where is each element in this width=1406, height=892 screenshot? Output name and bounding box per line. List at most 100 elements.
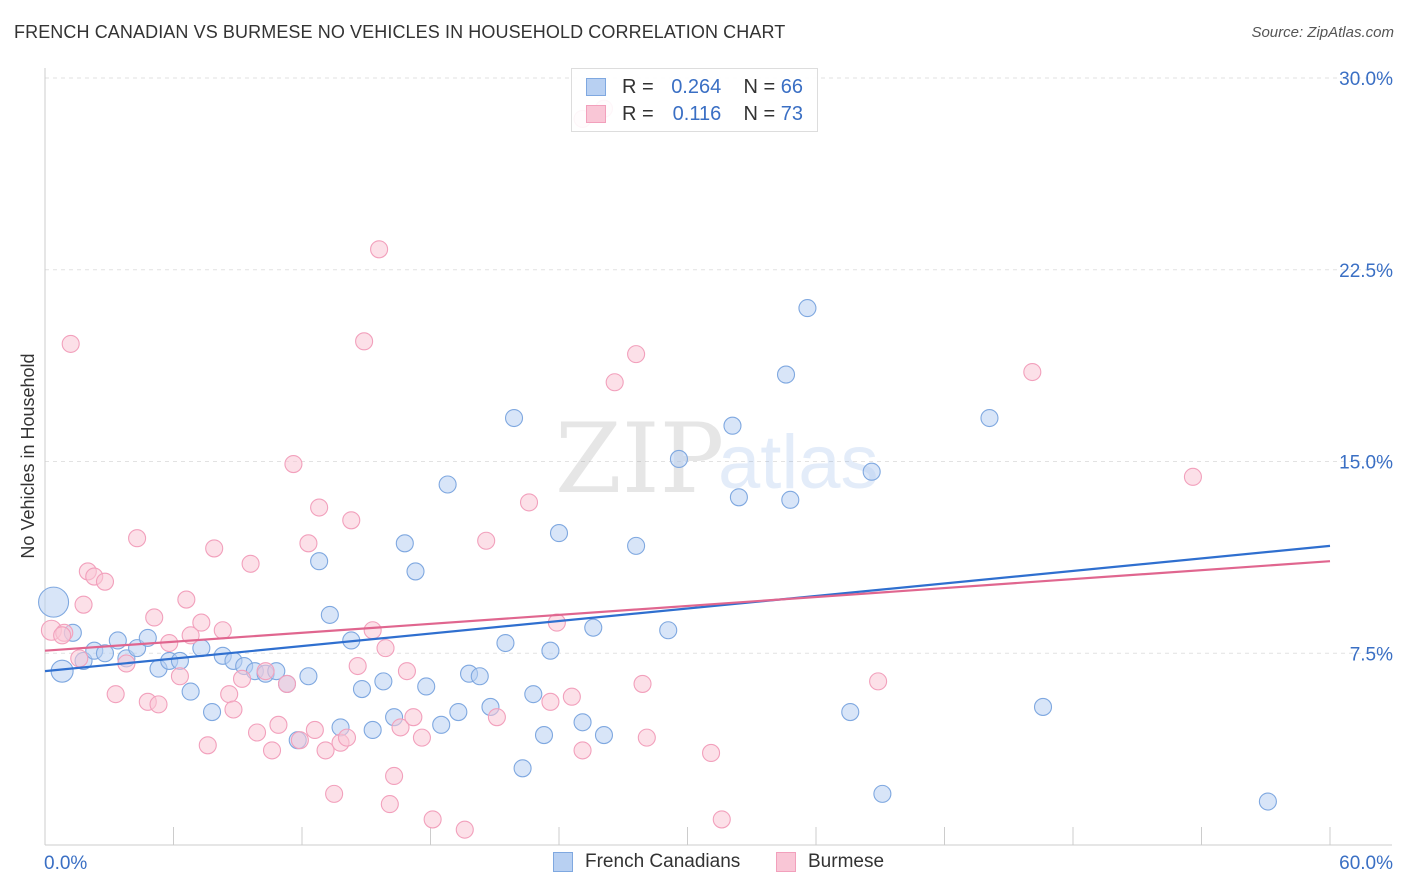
bottom-legend-swatch-french-canadians	[553, 852, 573, 872]
data-point-burmese	[247, 723, 267, 742]
data-point-burmese	[177, 590, 196, 609]
data-point-burmese	[277, 674, 297, 693]
data-point-french-canadians	[438, 475, 457, 494]
data-point-burmese	[224, 700, 243, 719]
data-point-burmese	[70, 649, 89, 668]
data-point-burmese	[284, 455, 303, 474]
data-point-french-canadians	[1258, 792, 1277, 811]
data-point-french-canadians	[432, 715, 451, 734]
data-point-french-canadians	[299, 667, 318, 686]
data-point-burmese	[232, 669, 252, 688]
legend-swatch-french-canadians	[586, 78, 606, 96]
x-tick-label: 60.0%	[1339, 853, 1393, 874]
data-point-french-canadians	[203, 703, 222, 722]
data-point-burmese	[61, 334, 80, 353]
y-tick-label: 22.5%	[1339, 261, 1393, 282]
data-point-burmese	[198, 736, 217, 755]
data-point-burmese	[519, 493, 539, 512]
data-point-french-canadians	[798, 299, 817, 318]
legend-r-label: R =	[622, 75, 654, 98]
bottom-legend-burmese: Burmese	[776, 851, 884, 873]
data-point-burmese	[192, 613, 211, 632]
data-point-french-canadians	[170, 651, 189, 670]
data-point-burmese	[712, 810, 731, 829]
data-point-burmese	[348, 656, 367, 676]
data-point-french-canadians	[873, 784, 892, 803]
data-point-burmese	[53, 626, 72, 645]
data-point-burmese	[397, 662, 416, 681]
data-point-burmese	[1023, 362, 1042, 382]
data-point-burmese	[412, 728, 431, 747]
data-point-burmese	[316, 741, 335, 760]
data-point-burmese	[337, 728, 357, 747]
data-point-burmese	[170, 667, 189, 686]
data-point-french-canadians	[980, 408, 999, 428]
data-point-burmese	[305, 720, 324, 740]
data-point-burmese	[487, 708, 506, 727]
data-point-burmese	[355, 332, 374, 351]
legend-n-value: 73	[780, 102, 803, 125]
chart-title: FRENCH CANADIAN VS BURMESE NO VEHICLES I…	[14, 22, 786, 42]
data-point-burmese	[477, 531, 496, 550]
data-point-french-canadians	[627, 536, 646, 555]
data-point-burmese	[74, 595, 93, 614]
data-point-french-canadians	[659, 621, 678, 640]
data-point-burmese	[325, 784, 344, 803]
data-point-burmese	[213, 621, 232, 640]
data-point-burmese	[241, 554, 260, 573]
data-point-french-canadians	[496, 633, 515, 653]
data-point-french-canadians	[669, 449, 688, 468]
trend-line-french-canadians	[44, 544, 1331, 673]
y-tick-label: 7.5%	[1350, 644, 1393, 665]
correlation-legend: R = 0.264 N = 66 R = 0.116 N = 73	[571, 68, 818, 132]
data-point-french-canadians	[310, 552, 329, 571]
data-point-burmese	[376, 639, 395, 658]
data-points	[38, 99, 1277, 839]
data-point-burmese	[370, 240, 389, 259]
data-point-french-canadians	[513, 759, 532, 778]
data-point-french-canadians	[524, 685, 543, 704]
watermark-zip: ZIP	[555, 403, 724, 515]
data-point-burmese	[633, 674, 652, 693]
data-point-french-canadians	[95, 644, 115, 663]
data-point-burmese	[299, 534, 318, 553]
data-point-french-canadians	[862, 462, 881, 481]
data-point-burmese	[342, 511, 361, 530]
trend-line-burmese	[44, 560, 1331, 652]
data-point-burmese	[702, 743, 721, 763]
source-label: Source: ZipAtlas.com	[1251, 24, 1394, 41]
data-point-french-canadians	[449, 703, 468, 722]
data-point-french-canadians	[841, 703, 860, 722]
data-point-burmese	[455, 820, 474, 839]
legend-n-value: 66	[780, 75, 803, 98]
data-point-burmese	[95, 572, 115, 591]
legend-n-label: N =	[743, 75, 776, 98]
data-point-french-canadians	[352, 679, 372, 699]
data-point-french-canadians	[417, 677, 436, 696]
data-point-burmese	[106, 685, 125, 704]
data-point-burmese	[205, 539, 224, 558]
legend-r-value: 0.264	[671, 75, 722, 98]
data-point-burmese	[1183, 467, 1202, 486]
legend-row-french-canadians: R = 0.264 N = 66	[586, 74, 803, 100]
bottom-legend-label: Burmese	[808, 851, 885, 872]
legend-n-label: N =	[743, 102, 776, 125]
data-point-french-canadians	[729, 488, 748, 507]
data-point-french-canadians	[573, 713, 592, 732]
legend-r-label: R =	[622, 102, 654, 125]
data-point-french-canadians	[395, 534, 414, 553]
data-point-french-canadians	[541, 641, 560, 660]
data-point-burmese	[423, 810, 442, 829]
data-point-burmese	[380, 795, 399, 814]
data-point-burmese	[290, 731, 309, 750]
data-point-burmese	[404, 708, 423, 727]
data-point-burmese	[363, 621, 382, 640]
watermark: ZIP atlas	[555, 403, 879, 515]
data-point-burmese	[145, 608, 164, 627]
data-point-burmese	[262, 741, 282, 760]
data-point-french-canadians	[363, 720, 382, 740]
trend-lines	[44, 544, 1331, 673]
data-point-burmese	[573, 741, 592, 760]
data-point-burmese	[391, 718, 410, 737]
